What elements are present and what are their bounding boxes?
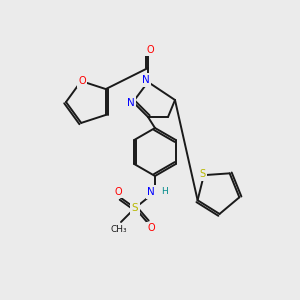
- Text: N: N: [127, 98, 135, 108]
- Text: O: O: [78, 76, 86, 86]
- Text: N: N: [142, 75, 150, 85]
- Text: H: H: [160, 187, 167, 196]
- Text: S: S: [200, 169, 206, 179]
- Text: O: O: [147, 223, 155, 233]
- Text: S: S: [132, 203, 138, 213]
- Text: O: O: [146, 45, 154, 55]
- Text: O: O: [114, 187, 122, 197]
- Text: N: N: [147, 187, 155, 197]
- Text: CH₃: CH₃: [111, 226, 127, 235]
